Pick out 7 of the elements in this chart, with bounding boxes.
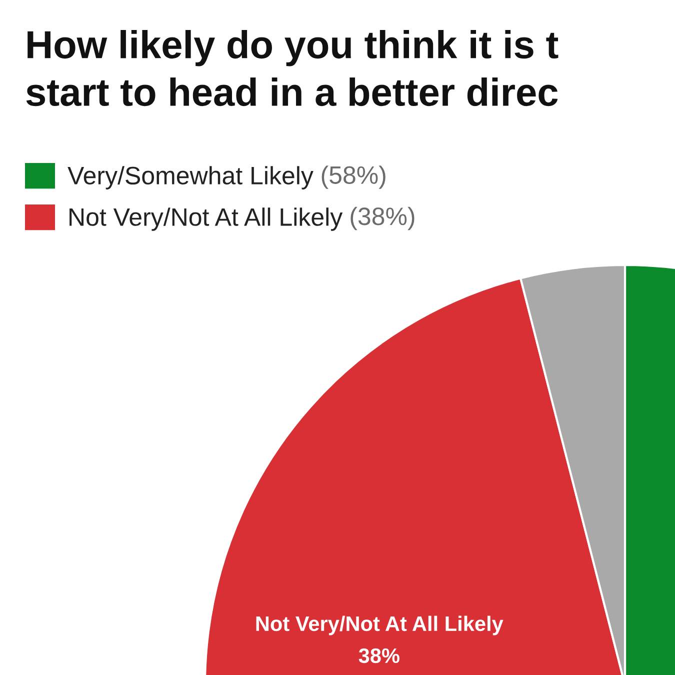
data-label: (38%) — [350, 206, 414, 230]
text: 38% — [358, 648, 400, 664]
chart-title: How likely do you think it is t start to head in a better direc — [26, 30, 558, 106]
legend-label: Very/Somewhat Likely — [68, 166, 314, 190]
data-label: (58%) — [322, 166, 386, 189]
slice-label: Not Very/Not At All Likely — [256, 616, 504, 636]
legend-label: Not Very/Not At All Likely — [70, 208, 343, 231]
